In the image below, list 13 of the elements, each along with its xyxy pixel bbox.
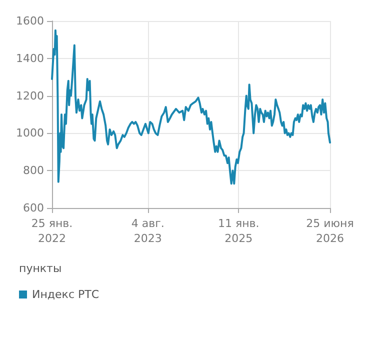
y-tick-label: 1200 <box>16 89 44 102</box>
y-tick-label: 600 <box>23 202 44 214</box>
line-series <box>51 29 331 185</box>
x-tick-label: 25 июня 2026 <box>306 217 354 245</box>
y-tick-label: 1400 <box>16 52 44 65</box>
y-tick-label: 1000 <box>16 126 44 140</box>
y-tick-label: 800 <box>23 164 44 178</box>
x-tick-label: 4 авг. 2023 <box>131 217 164 245</box>
legend-label: Индекс РТС <box>32 288 100 301</box>
y-tick-label: 1600 <box>16 14 44 28</box>
x-tick-label: 11 янв. 2025 <box>218 217 260 245</box>
x-tick-label: 25 янв. 2022 <box>31 217 73 245</box>
y-axis-title: пункты <box>19 262 62 275</box>
